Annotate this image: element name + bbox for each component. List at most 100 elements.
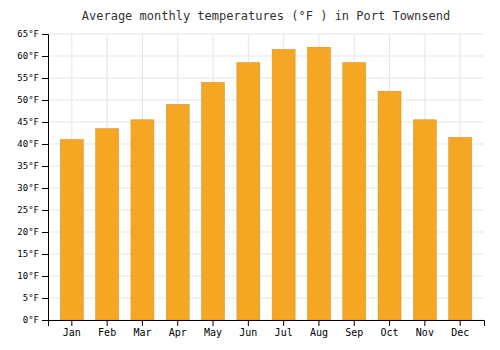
grid-line <box>48 56 484 57</box>
tick-label: 50°F <box>17 95 39 105</box>
tick-mark <box>42 78 48 79</box>
tick: 65°F <box>17 29 48 39</box>
tick: Feb <box>98 320 116 338</box>
tick-label: 20°F <box>17 227 39 237</box>
y-axis: 0°F 5°F 10°F 15°F 20°F 25°F 30°F 35°F 40°F 45°F 50… <box>17 29 48 325</box>
tick-mark <box>42 144 48 145</box>
tick-mark <box>42 320 48 321</box>
tick-mark <box>177 320 178 326</box>
tick-mark <box>42 232 48 233</box>
tick: 15°F <box>17 249 48 259</box>
tick-label: 55°F <box>17 73 39 83</box>
tick-label: 5°F <box>23 293 39 303</box>
tick-label: Aug <box>310 327 328 338</box>
tick-mark <box>42 34 48 35</box>
bars <box>60 47 471 320</box>
grid-line <box>48 78 484 79</box>
tick: Jul <box>275 320 293 338</box>
x-axis: Jan Feb Mar Apr May Jun Jul Aug Sep Oct Nov Dec <box>49 320 485 338</box>
tick-mark <box>354 320 355 326</box>
tick-label: Dec <box>451 327 469 338</box>
tick: 60°F <box>17 51 48 61</box>
tick-mark <box>42 298 48 299</box>
tick-mark <box>142 320 143 326</box>
tick-label: 25°F <box>17 205 39 215</box>
title: Average monthly temperatures (°F ) in Po… <box>82 9 450 23</box>
tick-mark <box>42 210 48 211</box>
tick-label: 15°F <box>17 249 39 259</box>
tick: Apr <box>169 320 187 338</box>
bar <box>96 129 119 320</box>
tick-mark <box>424 320 425 326</box>
tick: 50°F <box>17 95 48 105</box>
bar <box>131 120 154 320</box>
tick-mark <box>389 320 390 326</box>
tick: Mar <box>133 320 151 338</box>
tick-mark <box>42 254 48 255</box>
tick-label: 10°F <box>17 271 39 281</box>
tick-label: Sep <box>345 327 363 338</box>
tick-label: Jan <box>63 327 81 338</box>
tick: 45°F <box>17 117 48 127</box>
grid <box>48 34 484 320</box>
tick-label: 45°F <box>17 117 39 127</box>
tick-mark <box>460 320 461 326</box>
tick: Jun <box>239 320 257 338</box>
tick-label: 65°F <box>17 29 39 39</box>
tick-label: 35°F <box>17 161 39 171</box>
bar <box>307 47 330 320</box>
tick-mark <box>318 320 319 326</box>
tick: Nov <box>416 320 434 338</box>
tick: Aug <box>310 320 328 338</box>
tick: 10°F <box>17 271 48 281</box>
tick: 5°F <box>23 293 48 303</box>
tick: May <box>204 320 222 338</box>
tick-mark <box>42 56 48 57</box>
tick-label: Jul <box>275 327 293 338</box>
tick-mark <box>213 320 214 326</box>
grid-line <box>48 100 484 101</box>
bar <box>272 49 295 320</box>
tick-label: 60°F <box>17 51 39 61</box>
tick-mark <box>107 320 108 326</box>
tick-label: Feb <box>98 327 116 338</box>
tick: Jan <box>63 320 81 338</box>
tick: 25°F <box>17 205 48 215</box>
tick: 0°F <box>23 315 48 325</box>
bar <box>60 140 83 320</box>
tick-label: Nov <box>416 327 434 338</box>
tick: 35°F <box>17 161 48 171</box>
tick-label: May <box>204 327 222 338</box>
tick: 40°F <box>17 139 48 149</box>
grid-line <box>48 34 484 35</box>
tick: 20°F <box>17 227 48 237</box>
tick-label: 0°F <box>23 315 39 325</box>
tick: 55°F <box>17 73 48 83</box>
bar <box>378 91 401 320</box>
tick-mark <box>42 188 48 189</box>
plot-area: 0°F 5°F 10°F 15°F 20°F 25°F 30°F 35°F 40°F 45°F 50… <box>17 29 484 338</box>
tick-mark <box>248 320 249 326</box>
tick-mark <box>42 276 48 277</box>
tick-label: 30°F <box>17 183 39 193</box>
tick: Oct <box>381 320 399 338</box>
tick-mark <box>71 320 72 326</box>
tick-mark <box>283 320 284 326</box>
tick-label: Mar <box>133 327 151 338</box>
tick: Dec <box>451 320 469 338</box>
chart: 0°F 5°F 10°F 15°F 20°F 25°F 30°F 35°F 40°F 45°F 50… <box>0 0 500 350</box>
tick-label: Apr <box>169 327 187 338</box>
tick-mark <box>42 122 48 123</box>
tick: 30°F <box>17 183 48 193</box>
axis-line <box>42 35 49 321</box>
bar <box>237 63 260 320</box>
bar <box>413 120 436 320</box>
tick-label: Oct <box>381 327 399 338</box>
bar <box>202 82 225 320</box>
bar <box>449 137 472 320</box>
axis-line <box>49 321 485 327</box>
tick-mark <box>42 166 48 167</box>
bar <box>166 104 189 320</box>
tick: Sep <box>345 320 363 338</box>
bar <box>343 63 366 320</box>
